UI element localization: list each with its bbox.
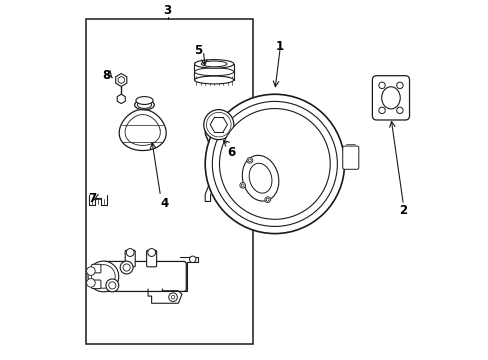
Circle shape (88, 261, 119, 292)
Circle shape (168, 293, 177, 301)
Circle shape (264, 197, 270, 203)
Ellipse shape (194, 60, 233, 68)
Circle shape (120, 261, 133, 274)
Text: 6: 6 (227, 146, 235, 159)
Ellipse shape (242, 155, 278, 201)
Ellipse shape (249, 163, 271, 193)
Ellipse shape (201, 61, 226, 67)
Circle shape (378, 82, 385, 89)
Text: 4: 4 (160, 197, 168, 210)
FancyBboxPatch shape (372, 76, 408, 120)
Polygon shape (116, 73, 126, 86)
Circle shape (212, 102, 337, 226)
Circle shape (106, 279, 119, 292)
Circle shape (203, 110, 233, 140)
FancyBboxPatch shape (342, 146, 358, 169)
Bar (85, 19, 253, 344)
Text: 8: 8 (102, 69, 110, 82)
Circle shape (378, 107, 385, 113)
Ellipse shape (136, 96, 153, 104)
Polygon shape (117, 94, 125, 104)
Ellipse shape (381, 87, 400, 109)
Circle shape (396, 82, 402, 89)
Polygon shape (119, 109, 166, 150)
FancyBboxPatch shape (91, 264, 101, 273)
Circle shape (240, 183, 245, 188)
Text: 7: 7 (88, 192, 97, 205)
FancyBboxPatch shape (102, 261, 186, 292)
FancyBboxPatch shape (146, 250, 156, 267)
Circle shape (219, 109, 329, 219)
Circle shape (189, 256, 196, 262)
Circle shape (86, 279, 95, 287)
Circle shape (246, 157, 252, 163)
FancyBboxPatch shape (91, 280, 101, 289)
Circle shape (126, 249, 134, 256)
Circle shape (396, 107, 402, 113)
Ellipse shape (137, 101, 151, 108)
Circle shape (86, 267, 95, 275)
Text: 1: 1 (276, 40, 284, 53)
Circle shape (91, 265, 115, 288)
Text: 3: 3 (163, 4, 171, 17)
Circle shape (205, 94, 344, 234)
Ellipse shape (194, 76, 233, 84)
Ellipse shape (134, 100, 154, 110)
Text: 2: 2 (399, 204, 407, 217)
Circle shape (147, 249, 155, 256)
Text: 5: 5 (194, 44, 202, 57)
FancyBboxPatch shape (125, 250, 135, 267)
